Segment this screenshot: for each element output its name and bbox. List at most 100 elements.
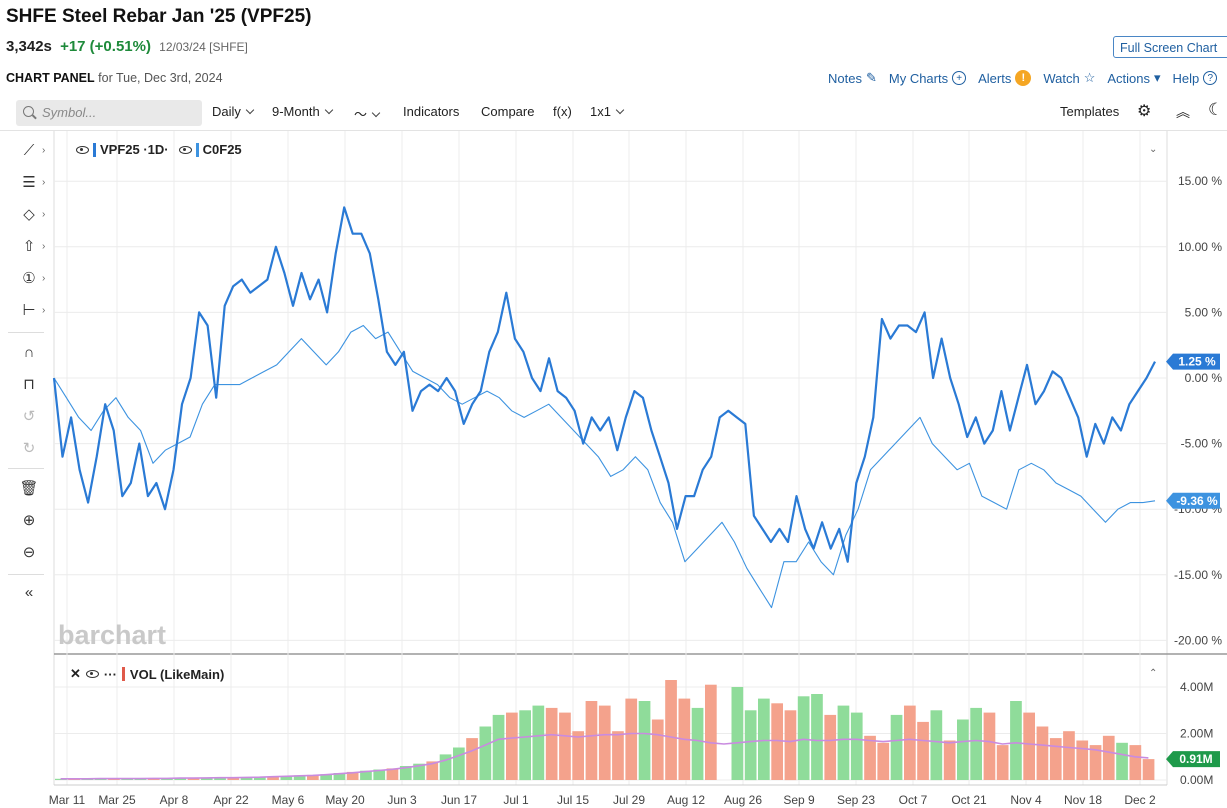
volume-bar (943, 740, 956, 780)
x-tick-label: Apr 22 (213, 793, 249, 807)
line-chart-icon: 〜 (354, 107, 368, 122)
volume-bar (904, 705, 916, 780)
collapse-sidebar-icon[interactable]: « (24, 584, 34, 601)
volume-bar (877, 742, 890, 780)
volume-bar (1023, 712, 1035, 780)
chevron-up-double-icon[interactable]: ︽ (1176, 104, 1190, 120)
full-screen-chart-button[interactable]: Full Screen Chart (1113, 36, 1227, 58)
symbol-search-input[interactable]: Symbol... (16, 100, 202, 126)
volume-bar (333, 773, 346, 780)
actions-menu[interactable]: Actions ▾ (1107, 70, 1160, 86)
volume-bar (1102, 735, 1115, 780)
trash-icon[interactable]: 🗑 (19, 480, 39, 497)
x-tick-label: Nov 4 (1010, 793, 1042, 807)
volume-bar (1063, 731, 1075, 780)
chevron-down-icon[interactable]: ⌄ (1149, 144, 1158, 155)
undo-icon[interactable]: ↺ (22, 408, 36, 425)
compare-button[interactable]: Compare (481, 104, 535, 119)
legend-main[interactable]: VPF25 ·1D· (100, 142, 169, 157)
chart-panel-date: for Tue, Dec 3rd, 2024 (98, 71, 223, 85)
last-value-text: 0.91M (1179, 752, 1212, 766)
series-swatch (195, 142, 199, 157)
price-y-axis: 15.00 %10.00 %5.00 %0.00 %-5.00 %-10.00 … (1174, 174, 1222, 647)
plus-circle-icon: + (952, 71, 967, 85)
help-icon: ? (1203, 71, 1218, 85)
volume-bar (1049, 738, 1062, 780)
shape-tool-icon[interactable]: ◇ (23, 206, 35, 223)
interval-dropdown[interactable]: Daily (212, 104, 255, 119)
last-price: 3,342s (6, 38, 52, 55)
volume-bar (784, 710, 797, 781)
more-icon[interactable]: ··· (103, 666, 117, 682)
fib-tool-icon[interactable]: ☰ (22, 174, 36, 191)
volume-bar (1036, 726, 1049, 780)
help-link[interactable]: Help? (1173, 71, 1218, 86)
period-dropdown[interactable]: 9-Month (272, 104, 333, 119)
templates-button[interactable]: Templates (1060, 104, 1120, 119)
volume-bar (917, 721, 929, 780)
volume-bar (360, 770, 372, 780)
last-value-text: 1.25 % (1178, 355, 1216, 369)
notes-link[interactable]: Notes ✎ (828, 70, 877, 86)
chart-toolbar (0, 96, 1227, 131)
volume-bar (665, 680, 677, 780)
fx-button[interactable]: f(x) (553, 104, 572, 119)
volume-bar (731, 687, 744, 780)
chevron-up-icon[interactable]: ⌃ (1149, 668, 1158, 679)
series-line-compare (53, 324, 1156, 609)
gear-icon[interactable]: ⚙ (1137, 103, 1152, 120)
line-tool-icon[interactable]: ⟋ (23, 142, 35, 159)
vol-tick-label: 2.00M (1180, 727, 1213, 741)
volume-bar (174, 778, 187, 780)
x-tick-label: Oct 7 (899, 793, 928, 807)
volume-bar (771, 703, 783, 780)
volume-bar (453, 747, 465, 780)
my-charts-link[interactable]: My Charts + (888, 70, 967, 86)
x-tick-label: Jun 17 (441, 793, 477, 807)
measure-tool-icon[interactable]: ⊢ (22, 302, 36, 319)
lock-icon[interactable]: ⊓ (23, 376, 35, 393)
magnet-icon[interactable]: ∩ (23, 344, 35, 361)
period-label: 9-Month (272, 104, 320, 119)
x-tick-label: Jun 3 (387, 793, 417, 807)
zoom-out-icon[interactable]: ⊖ (22, 544, 36, 561)
volume-bar (426, 761, 439, 780)
indicators-button[interactable]: Indicators (403, 104, 460, 119)
volume-bar (1116, 742, 1128, 780)
legend-volume[interactable]: VOL (LikeMain) (129, 666, 225, 682)
arrow-tool-icon[interactable]: ⇧ (22, 238, 36, 255)
chevron-right-icon: › (42, 305, 46, 316)
layout-dropdown[interactable]: 1x1 (590, 104, 625, 119)
last-label-compare: -9.36 % (1166, 492, 1220, 509)
y-tick-label: 10.00 % (1178, 240, 1222, 254)
volume-bar (214, 777, 226, 780)
watch-link[interactable]: Watch ☆ (1043, 70, 1095, 86)
eye-icon[interactable] (178, 145, 192, 154)
alerts-link[interactable]: Alerts! (978, 70, 1032, 86)
eye-icon[interactable] (76, 145, 89, 154)
quote-line: 3,342s +17 (+0.51%) 12/03/24 [SHFE] (6, 38, 248, 55)
last-value-text: -9.36 % (1176, 494, 1218, 508)
chart-type-dropdown[interactable]: 〜 (354, 104, 381, 123)
vol-tick-label: 4.00M (1180, 680, 1213, 694)
chart-panel-label: CHART PANEL for Tue, Dec 3rd, 2024 (6, 71, 223, 85)
volume-bar (638, 701, 651, 780)
volume-bar (983, 712, 996, 780)
volume-bar (824, 714, 837, 780)
x-tick-label: Sep 9 (783, 793, 815, 807)
annotation-tool-icon[interactable]: ① (22, 270, 36, 287)
my-charts-label: My Charts (888, 70, 949, 86)
moon-icon[interactable]: ☾ (1208, 100, 1224, 119)
volume-bar (227, 777, 240, 780)
eye-icon[interactable] (85, 670, 99, 678)
quote-meta: 12/03/24 [SHFE] (159, 40, 248, 54)
chevron-right-icon: › (42, 273, 46, 284)
volume-bar (439, 754, 452, 780)
legend-compare[interactable]: C0F25 (202, 142, 242, 157)
x-axis: Mar 11 Mar 25 Apr 8 Apr 22 May 6 May 20 Jun 3 J… (49, 793, 1156, 807)
zoom-in-icon[interactable]: ⊕ (22, 512, 36, 529)
watermark: barchart (58, 620, 166, 650)
close-icon[interactable]: ✕ (70, 666, 81, 681)
redo-icon[interactable]: ↻ (22, 440, 36, 457)
